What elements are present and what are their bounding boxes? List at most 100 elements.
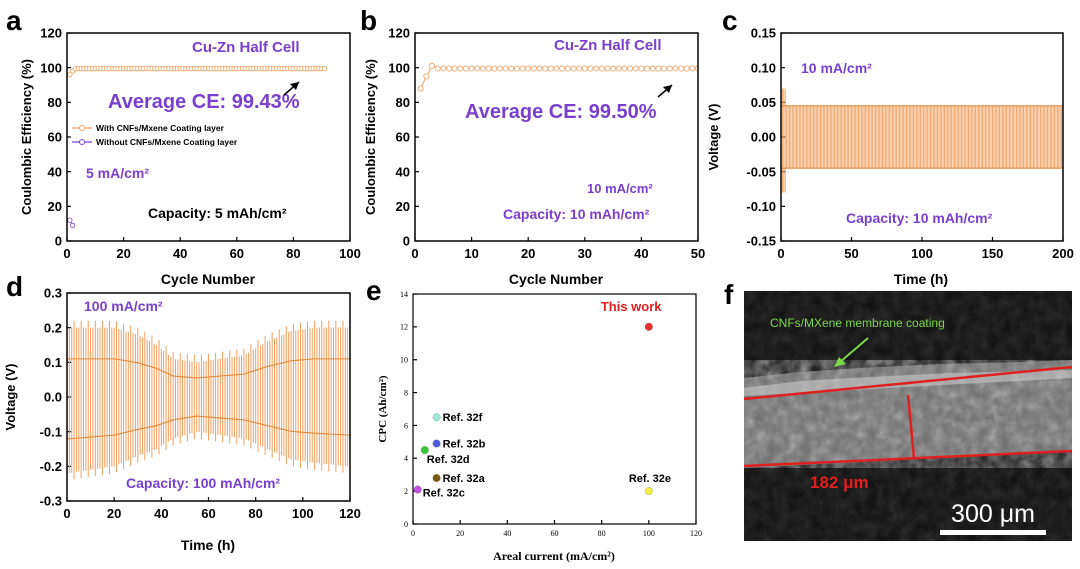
x-axis-label: Time (h): [894, 271, 948, 287]
x-tick-label: 0: [63, 506, 70, 521]
data-point: [564, 65, 571, 72]
annotation-cell-type: Cu-Zn Half Cell: [554, 37, 662, 54]
y-axis-label: CPC (Ah/cm²): [377, 375, 389, 442]
x-tick-label: 100: [292, 506, 314, 521]
x-tick-label: 40: [173, 246, 187, 261]
panel-label-d: d: [6, 271, 23, 302]
x-tick-label: 0: [63, 246, 70, 261]
data-point: [638, 65, 645, 72]
data-point: [570, 65, 577, 72]
legend-marker-orange: [79, 125, 85, 131]
x-tick-label: 120: [339, 506, 361, 521]
voltage-trace: [67, 320, 350, 481]
data-point: [432, 413, 441, 422]
data-point: [321, 66, 328, 72]
plot-frame: [414, 32, 699, 242]
x-tick-label: 40: [154, 506, 168, 521]
annotation-current-density: 10 mA/cm²: [587, 181, 653, 196]
x-tick-label: 30: [578, 246, 592, 261]
panel-e-chart: e 0 20 40 60 80 100 120 0 2 4 6 8 10 12 14 This work Re…: [366, 275, 702, 563]
thickness-marker-line: [906, 394, 916, 459]
coating-top-line: [744, 365, 1072, 401]
panel-f-sem-image: f CNFs/MXene membrane coating 182 μm 300…: [724, 279, 1072, 541]
annotation-capacity: Capacity: 10 mAh/cm²: [846, 210, 993, 226]
data-point: [479, 65, 486, 72]
y-tick-label: 0.15: [751, 26, 776, 41]
y-tick-label: 0: [55, 234, 62, 249]
annotation-average-ce: Average CE: 99.43%: [108, 91, 300, 113]
y-tick-label: 0.2: [44, 320, 62, 335]
x-tick-label: 0: [777, 246, 784, 261]
data-point: [420, 446, 429, 455]
y-tick-label: 20: [48, 199, 62, 214]
annotation-capacity: Capacity: 100 mAh/cm²: [126, 475, 280, 491]
x-tick-label: 100: [911, 246, 933, 261]
y-tick-label: -0.1: [40, 424, 62, 439]
y-tick-label: 60: [396, 130, 410, 145]
y-tick-label: 0.0: [44, 390, 62, 405]
y-tick-label: 120: [40, 26, 62, 41]
y-axis-label: Voltage (V): [706, 104, 721, 171]
data-point: [428, 62, 435, 69]
data-point: [610, 65, 617, 72]
x-tick-label: 0: [411, 246, 418, 261]
y-tick-label: 0.3: [44, 286, 62, 301]
x-tick-label: 150: [982, 246, 1004, 261]
annotation-current-density: 5 mA/cm²: [86, 165, 149, 181]
x-tick-label: 40: [634, 246, 648, 261]
annotation-capacity: Capacity: 5 mAh/cm²: [148, 205, 287, 221]
x-tick-label: 40: [503, 529, 511, 538]
panel-d-chart: d 0 20 40 60 80 100 120 0.3 0.2 0.1 0.0 -0.1 -0.2 -0.…: [3, 271, 361, 553]
data-point: [598, 65, 605, 72]
annotation-current-density: 10 mA/cm²: [801, 60, 872, 76]
x-tick-label: 20: [116, 246, 130, 261]
data-point: [581, 65, 588, 72]
data-point: [451, 65, 458, 72]
y-tick-label: -0.15: [746, 234, 776, 249]
data-point: [508, 65, 515, 72]
annotation-cell-type: Cu-Zn Half Cell: [192, 39, 300, 56]
panel-label-b: b: [360, 5, 377, 36]
x-tick-label: 60: [230, 246, 244, 261]
data-point: [547, 65, 554, 72]
data-point: [519, 65, 526, 72]
y-tick-label: 0: [404, 520, 408, 529]
y-tick-label: 40: [48, 164, 62, 179]
x-tick-label: 200: [1052, 246, 1074, 261]
thickness-label: 182 μm: [810, 473, 869, 492]
y-tick-label: -0.2: [40, 459, 62, 474]
y-tick-label: 80: [48, 95, 62, 110]
scale-bar: [940, 530, 1046, 535]
data-point: [513, 65, 520, 72]
voltage-trace: [781, 88, 1063, 193]
y-axis-label: Voltage (V): [3, 364, 18, 431]
x-axis-label: Cycle Number: [161, 271, 256, 287]
panel-b-chart: b 0 10 20 30 40 50 0 20 40 60 80 100 120 Coulombic E…: [360, 5, 705, 287]
y-tick-label: 10: [400, 356, 408, 365]
data-point: [474, 65, 481, 72]
data-point: [644, 322, 653, 331]
point-label: Ref. 32c: [423, 488, 465, 500]
y-tick-label: 120: [388, 26, 410, 41]
point-label: Ref. 32f: [443, 412, 483, 424]
data-point: [627, 65, 634, 72]
data-point: [536, 65, 543, 72]
panel-label-e: e: [366, 275, 382, 306]
y-tick-label: 0.10: [751, 60, 776, 75]
y-tick-label: 100: [40, 60, 62, 75]
data-point: [632, 65, 639, 72]
data-point: [462, 65, 469, 72]
y-tick-label: 12: [400, 323, 408, 332]
data-point: [604, 65, 611, 72]
arrow-icon: [839, 337, 869, 363]
data-point: [593, 65, 600, 72]
data-point: [644, 65, 651, 72]
upper-envelope: [67, 358, 350, 379]
x-tick-label: 20: [521, 246, 535, 261]
panel-label-a: a: [6, 5, 22, 36]
x-axis-label: Time (h): [181, 537, 235, 553]
lower-envelope: [67, 415, 350, 440]
x-tick-label: 60: [201, 506, 215, 521]
data-point: [485, 65, 492, 72]
